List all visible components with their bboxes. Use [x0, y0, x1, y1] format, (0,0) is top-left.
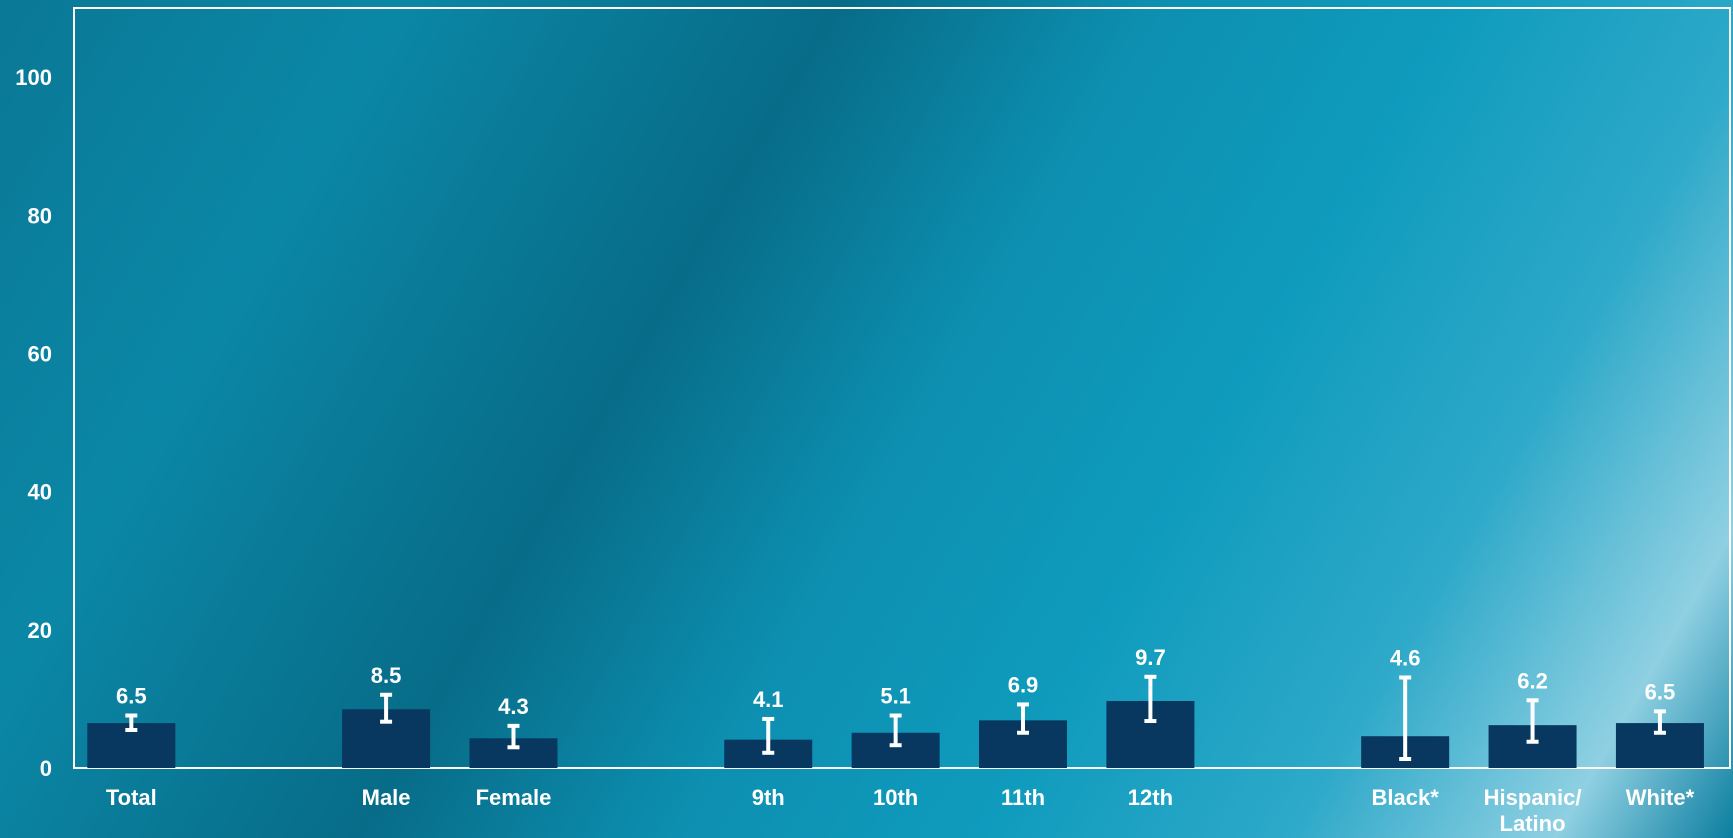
y-tick-label: 40 [28, 480, 52, 505]
chart-axes: 0 20 40 60 80 100 [15, 7, 1731, 781]
y-tick-label: 20 [28, 618, 52, 643]
x-category-label: White* [1626, 785, 1695, 810]
error-bar [1144, 674, 1157, 724]
error-bar [1653, 709, 1666, 735]
data-label: 6.5 [1645, 679, 1676, 704]
error-bar [889, 713, 902, 748]
x-category-label: 9th [752, 785, 785, 810]
plot-frame [73, 7, 1731, 769]
error-bar [1017, 702, 1030, 735]
error-bar [507, 723, 520, 750]
y-tick-label: 60 [28, 341, 52, 366]
y-tick-label: 80 [28, 203, 52, 228]
x-category-label: Female [476, 785, 552, 810]
y-tick-label: 100 [15, 65, 52, 90]
data-label: 4.6 [1390, 645, 1421, 670]
x-category-label: 11th [1001, 785, 1045, 810]
error-bar [762, 716, 775, 755]
x-category-label: Black* [1372, 785, 1440, 810]
data-label: 8.5 [371, 663, 402, 688]
x-category-label: Total [106, 785, 157, 810]
y-tick-label: 0 [40, 756, 52, 781]
error-bar [1399, 675, 1412, 762]
error-bar [380, 692, 393, 724]
data-label: 9.7 [1135, 645, 1166, 670]
data-label: 5.1 [880, 683, 911, 708]
data-label: 6.2 [1517, 668, 1548, 693]
data-label: 4.3 [498, 694, 529, 719]
data-label: 6.9 [1008, 672, 1039, 697]
data-label: 4.1 [753, 687, 784, 712]
x-category-label: 10th [873, 785, 918, 810]
chart-marks: 6.5 Total 8.5 Male 4.3 Female 4.1 9th 5.1 10th 6.9… [87, 645, 1704, 836]
error-bar [125, 713, 138, 732]
error-bar [1526, 698, 1539, 744]
x-category-label: 12th [1128, 785, 1173, 810]
x-category-label: Hispanic/Latino [1484, 785, 1582, 836]
x-category-label: Male [362, 785, 411, 810]
data-label: 6.5 [116, 683, 147, 708]
